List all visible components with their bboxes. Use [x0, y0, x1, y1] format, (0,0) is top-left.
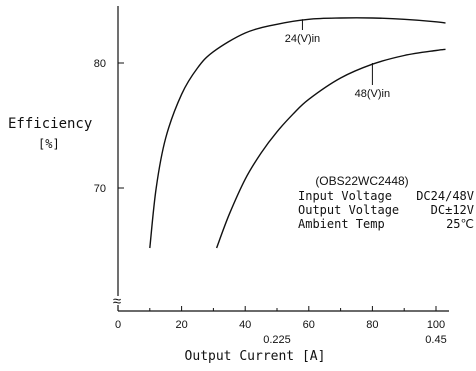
tick-marks: 0 20 40 60 80 100 0.225 0.45 70 80 [94, 58, 447, 346]
y-tick-label: 80 [94, 58, 106, 70]
info-ambient-temp-label: Ambient Temp [298, 217, 385, 231]
info-input-voltage-value: DC24/48V [416, 189, 474, 203]
info-box: (OBS22WC2448) Input Voltage DC24/48V Out… [298, 174, 474, 231]
x-tick-label: 100 [427, 319, 445, 331]
series-layer [149, 17, 446, 249]
annotation-label-1: 24(V)in [285, 33, 320, 45]
y-tick-label: 70 [94, 183, 106, 195]
annotation-layer: 24(V)in 48(V)in [285, 19, 390, 100]
x-secondary-tick-label: 0.45 [425, 334, 446, 346]
y-axis-label: Efficiency [8, 116, 92, 132]
x-axis-label: Output Current [A] [185, 349, 326, 364]
x-secondary-tick-label: 0.225 [263, 334, 291, 346]
info-ambient-temp-value: 25℃ [446, 217, 474, 231]
axis-break-symbol: ≈ [113, 293, 121, 310]
info-output-voltage-label: Output Voltage [298, 203, 399, 217]
info-model: (OBS22WC2448) [315, 174, 408, 188]
y-axis-unit: [%] [38, 137, 60, 151]
info-output-voltage-value: DC±12V [431, 203, 474, 217]
x-tick-label: 0 [115, 319, 121, 331]
annotation-label-2: 48(V)in [355, 88, 390, 100]
x-tick-label: 40 [239, 319, 251, 331]
axes [117, 6, 449, 312]
series-line-1 [149, 17, 446, 249]
x-tick-label: 80 [366, 319, 378, 331]
x-tick-label: 60 [303, 319, 315, 331]
x-tick-label: 20 [175, 319, 187, 331]
series-line-2 [215, 48, 446, 249]
info-input-voltage-label: Input Voltage [298, 189, 392, 203]
